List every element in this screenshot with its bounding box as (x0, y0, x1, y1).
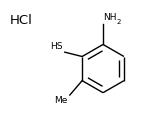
Text: 2: 2 (116, 19, 120, 25)
Text: NH: NH (103, 13, 117, 22)
Text: HS: HS (50, 42, 63, 51)
Text: Me: Me (54, 96, 68, 105)
Text: HCl: HCl (9, 14, 32, 27)
